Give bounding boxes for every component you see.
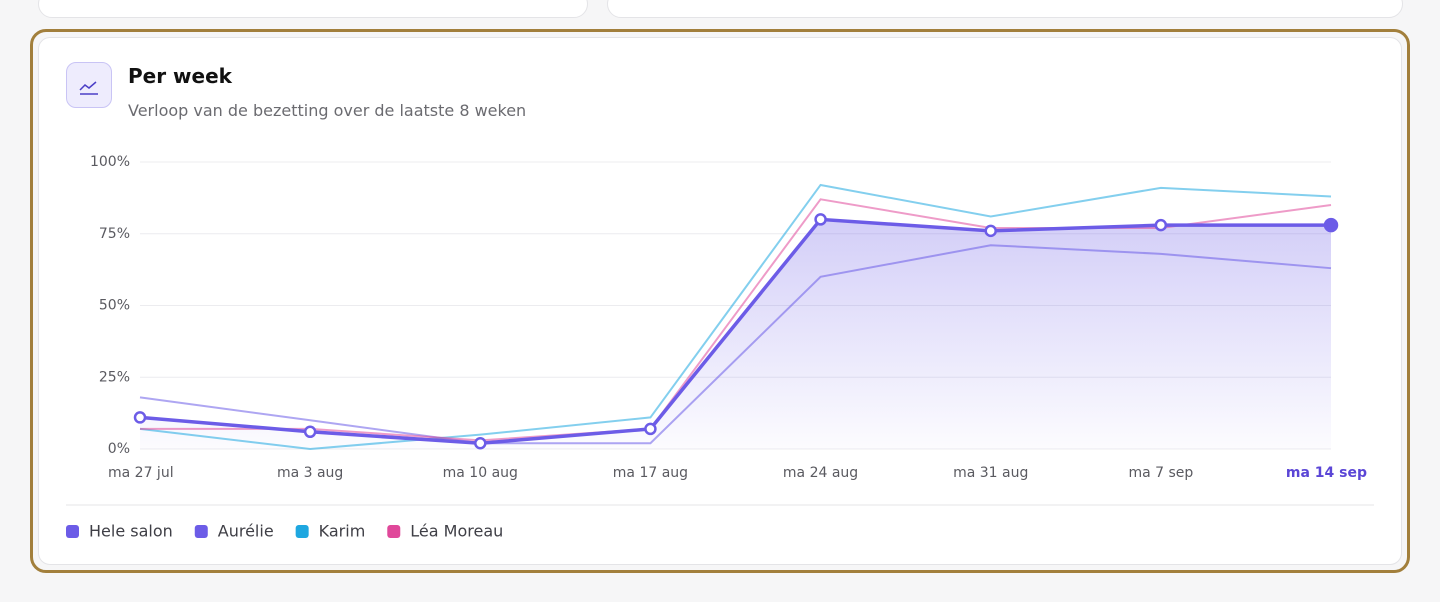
x-tick-label: ma 27 jul: [108, 465, 174, 481]
x-tick-label: ma 17 aug: [613, 465, 688, 481]
line: [140, 198, 1332, 442]
point: [474, 437, 487, 450]
legend-label: Karim: [319, 522, 366, 541]
chart-icon: [66, 62, 112, 108]
legend-swatch: [387, 525, 401, 538]
subtitle: Verloop van de bezetting over de laatste…: [128, 101, 527, 120]
area: [140, 219, 1331, 449]
line: [139, 244, 1332, 445]
point: [1154, 218, 1168, 232]
y-tick-label: 50%: [99, 298, 130, 314]
y-tick-label: 0%: [108, 441, 130, 457]
y-tick-label: 100%: [90, 154, 130, 170]
legend-swatch: [66, 525, 79, 538]
x-tick-label: ma 14 sep: [1286, 465, 1367, 481]
legend-swatch: [295, 525, 309, 538]
y-tick-label: 75%: [99, 226, 130, 242]
point: [984, 224, 997, 238]
legend-label: Hele salon: [89, 522, 173, 541]
title: Per week: [128, 64, 232, 88]
point: [303, 425, 317, 439]
point: [814, 213, 827, 226]
line: [139, 183, 1332, 451]
legend-label: Aurélie: [218, 522, 274, 541]
x-tick-label: ma 24 aug: [783, 465, 858, 481]
highlight-border: [30, 29, 1410, 573]
x-tick-label: ma 7 sep: [1128, 465, 1193, 481]
legend-swatch: [194, 525, 208, 538]
icon: [79, 81, 98, 95]
point: [133, 411, 147, 424]
line: [139, 217, 1331, 446]
x-tick-label: ma 10 aug: [443, 465, 518, 481]
point: [644, 422, 657, 436]
x-tick-label: ma 31 aug: [953, 465, 1028, 481]
y-tick-label: 25%: [99, 369, 130, 385]
legend-label: Léa Moreau: [410, 522, 503, 541]
x-tick-label: ma 3 aug: [277, 465, 343, 481]
point: [1323, 217, 1339, 233]
